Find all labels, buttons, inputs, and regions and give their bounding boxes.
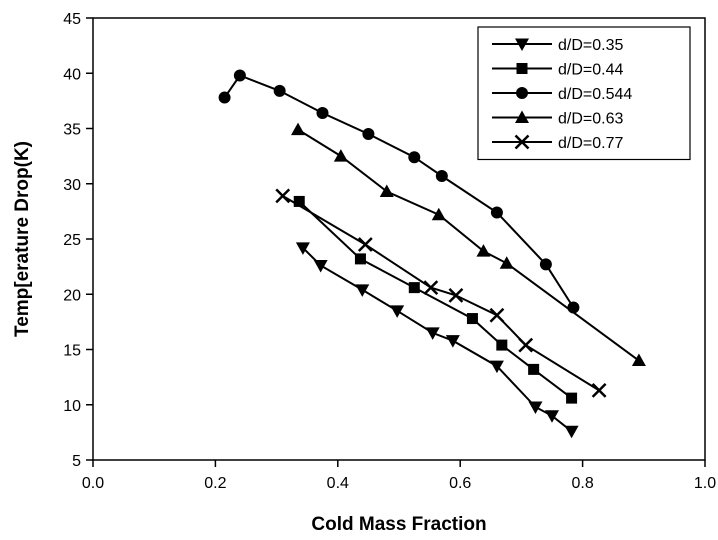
series-0 [295,242,579,439]
data-point [295,242,310,255]
data-point [476,244,491,257]
data-point [425,327,440,340]
legend-label: d/D=0.77 [558,135,623,152]
y-tick-label: 25 [63,232,81,249]
legend-marker [516,63,528,74]
data-point [275,188,291,204]
series-1 [293,195,578,404]
legend-item: d/D=0.35 [492,37,623,54]
data-point [539,258,552,271]
data-point [545,410,559,423]
data-point [408,151,421,164]
series-line [297,128,640,362]
legend-item: d/D=0.544 [492,86,632,103]
series-2 [218,69,580,314]
data-point [499,256,514,269]
data-point [489,307,505,323]
legend-label: d/D=0.63 [558,111,623,128]
x-tick-label: 0.2 [204,475,226,492]
legend-marker [514,134,530,150]
data-point [490,206,503,219]
data-point [566,392,578,404]
data-point [496,339,508,351]
data-point [445,335,460,348]
data-point [218,91,231,104]
data-point [355,284,370,297]
data-point [448,287,464,303]
data-point [528,363,540,375]
series-layer [218,69,646,439]
legend-marker [516,87,528,99]
data-point [316,107,329,120]
y-tick-label: 5 [72,453,81,470]
legend-marker [515,110,529,123]
data-point [390,305,405,318]
x-tick-label: 0.6 [449,475,471,492]
y-tick-label: 45 [63,11,81,28]
data-point [631,353,646,367]
series-4 [275,188,607,398]
data-point [423,280,439,296]
y-tick-label: 35 [63,122,81,139]
y-axis-title: Temp[erature Drop(K) [12,141,33,337]
legend-label: d/D=0.44 [558,62,623,79]
data-point [333,149,348,162]
legend-label: d/D=0.35 [558,37,623,54]
y-tick-label: 10 [63,398,81,415]
data-point [233,69,246,82]
y-tick-label: 40 [63,66,81,83]
legend-item: d/D=0.44 [492,62,623,79]
data-point [435,170,448,183]
legend: d/D=0.35 d/D=0.44 d/D=0.544 d/D=0.63 d/D=0.7… [477,26,691,161]
legend-label: d/D=0.544 [558,86,632,103]
series-line [302,247,573,433]
data-point [273,84,286,97]
data-point [431,207,446,221]
data-point [293,195,305,207]
data-point [379,184,394,197]
x-axis: 0.0 0.2 0.4 0.6 0.8 1.0 [82,460,716,492]
x-tick-label: 0.4 [327,475,349,492]
legend-item: d/D=0.63 [492,110,623,128]
x-axis-title: Cold Mass Fraction [311,514,486,535]
y-tick-label: 20 [63,287,81,304]
legend-marker [515,38,529,51]
y-axis: 5 10 15 20 25 30 35 40 45 [63,11,93,470]
data-point [291,122,306,136]
data-point [362,128,375,141]
series-3 [291,122,646,367]
series-line [282,195,600,392]
series-line [223,74,575,309]
data-point [313,260,328,273]
data-point [564,425,579,439]
legend-item: d/D=0.77 [492,134,623,152]
data-point [489,360,504,374]
x-tick-label: 0.0 [82,475,104,492]
data-point [591,383,607,398]
data-point [528,401,543,414]
y-tick-label: 15 [63,343,81,360]
x-tick-label: 1.0 [694,475,716,492]
data-point [466,313,478,325]
x-tick-label: 0.8 [571,475,593,492]
data-point [518,337,534,353]
y-tick-label: 30 [63,177,81,194]
data-point [408,282,420,294]
data-point [354,253,366,265]
data-point [357,237,373,252]
